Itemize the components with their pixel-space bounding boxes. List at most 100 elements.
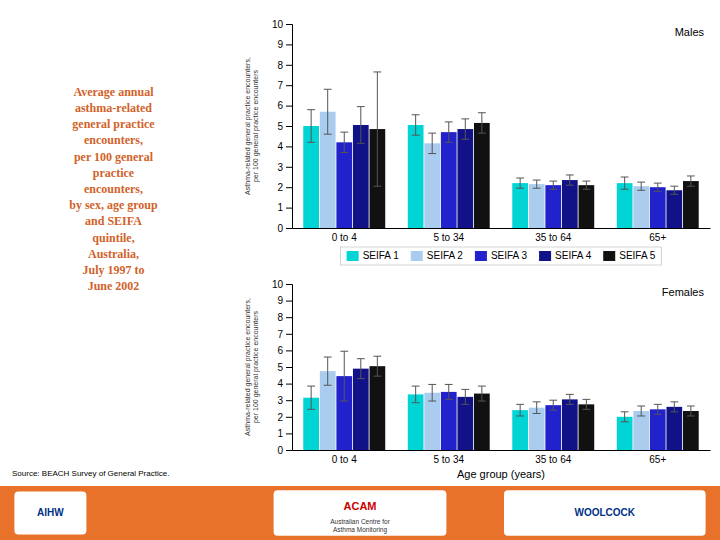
error-bar-cap (357, 358, 365, 359)
error-bar-stem (448, 122, 449, 142)
text-line: Asthma-related general practice encounte… (244, 298, 252, 436)
tick-label: 35 to 64 (535, 232, 572, 243)
tick: 5 (277, 362, 292, 373)
error-bar-cap (373, 376, 381, 377)
tick-label: 9 (277, 295, 283, 306)
tick-mark (286, 187, 292, 188)
tick-mark (286, 126, 292, 127)
tick-label: 0 (277, 223, 283, 234)
tick-label: 5 (277, 362, 283, 373)
tick: 3 (277, 395, 292, 406)
error-bar-cap (670, 186, 678, 187)
bar (474, 394, 490, 450)
error-bar-cap (582, 181, 590, 182)
error-bar (637, 182, 645, 190)
error-bar-cap (478, 133, 486, 134)
text-line: Asthma Monitoring (333, 525, 388, 533)
text-line: WOOLCOCK (575, 507, 636, 518)
tick-label: 10 (272, 19, 284, 30)
tick-mark (286, 433, 292, 434)
logo-text: ACAM (344, 499, 377, 511)
bar-series (353, 369, 682, 450)
error-bar (533, 180, 541, 188)
tick-label: 10 (272, 279, 284, 290)
error-bar-cap (461, 389, 469, 390)
bar (578, 185, 594, 228)
legend-label: SEIFA 1 (363, 250, 400, 261)
error-bar-stem (641, 182, 642, 190)
error-bar (566, 394, 574, 404)
title: Average annualasthma-relatedgeneral prac… (69, 85, 158, 293)
tick: 10 (272, 279, 292, 290)
legend-swatch (411, 251, 423, 261)
y-axis: 012345678910 (272, 279, 293, 456)
error-bar-stem (311, 386, 312, 409)
error-bar-cap (637, 182, 645, 183)
error-bar-cap (412, 386, 420, 387)
error-bar-cap (533, 180, 541, 181)
tick: 3 (277, 162, 292, 173)
tick-label: 65+ (649, 232, 666, 243)
tick-label: 3 (277, 162, 283, 173)
tick-mark (286, 208, 292, 209)
tick: 0 to 4 (332, 232, 357, 243)
error-bar-cap (340, 351, 348, 352)
error-bar-cap (357, 106, 365, 107)
bar (578, 404, 594, 450)
tick-mark (286, 44, 292, 45)
text-line: encounters, (84, 182, 143, 196)
bar-series (320, 112, 649, 228)
panel-title: Females (662, 286, 705, 298)
error-bar (373, 72, 381, 186)
text-line: July 1997 to (82, 263, 144, 277)
text-line: quintile, (92, 230, 134, 244)
logo-text: Australian Centre forAsthma Monitoring (330, 518, 390, 533)
error-bar-cap (621, 189, 629, 190)
error-bar (516, 178, 524, 188)
error-bar-cap (687, 175, 695, 176)
error-bar-stem (481, 386, 482, 401)
bar-series (303, 394, 632, 450)
error-bar-stem (624, 412, 625, 422)
tick-label: 1 (277, 202, 283, 213)
tick-label: 0 to 4 (332, 454, 357, 465)
bar-series (336, 132, 665, 228)
error-bars (307, 110, 628, 190)
error-bar-cap (357, 143, 365, 144)
tick: 2 (277, 412, 292, 423)
bar (545, 405, 561, 450)
error-bar-stem (415, 115, 416, 135)
error-bar-stem (674, 186, 675, 194)
tick: 35 to 64 (535, 454, 572, 465)
error-bar-cap (412, 402, 420, 403)
tick-mark (286, 106, 292, 107)
error-bar-cap (307, 109, 315, 110)
error-bar-cap (621, 177, 629, 178)
chart-panel: 0123456789100 to 45 to 3435 to 6465+Male… (244, 19, 711, 243)
error-bar-cap (654, 404, 662, 405)
bar-series (369, 366, 698, 450)
tick: 0 to 4 (332, 454, 357, 465)
footer: AIHWACAMAustralian Centre forAsthma Moni… (0, 486, 720, 540)
y-axis: 012345678910 (272, 19, 293, 234)
error-bar-cap (566, 174, 574, 175)
x-axis: 0 to 45 to 3435 to 6465+ (293, 451, 711, 466)
error-bar (478, 113, 486, 133)
legend-item: SEIFA 4 (539, 250, 592, 261)
figure: Average annualasthma-relatedgeneral prac… (0, 0, 720, 540)
error-bar-cap (549, 181, 557, 182)
tick-label: 4 (277, 141, 283, 152)
tick-mark (286, 317, 292, 318)
error-bar-stem (586, 399, 587, 409)
logo-box (274, 490, 447, 535)
tick-label: 9 (277, 39, 283, 50)
x-axis-label: Age group (years) (457, 468, 545, 480)
error-bars (324, 357, 645, 416)
error-bar-cap (637, 190, 645, 191)
axis-line (293, 450, 711, 451)
bar-series (303, 125, 632, 228)
error-bar-cap (324, 357, 332, 358)
error-bar-stem (360, 107, 361, 144)
error-bar-cap (670, 411, 678, 412)
error-bars (357, 359, 678, 412)
